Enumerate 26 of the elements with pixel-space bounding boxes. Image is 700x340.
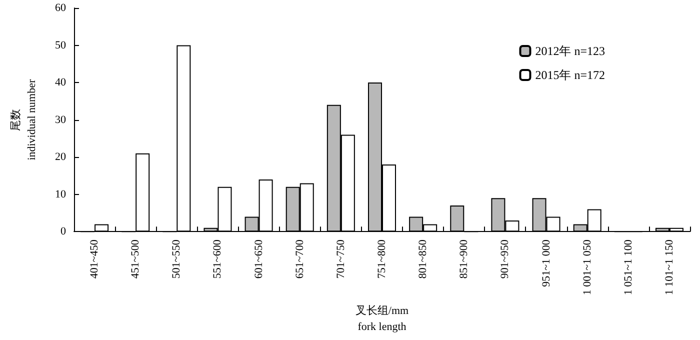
legend-label: 2012年 n=123 xyxy=(535,44,606,58)
x-tick-label: 651~700 xyxy=(294,239,306,279)
x-tick-label: 501~550 xyxy=(170,239,183,279)
x-tick-label: 951~1 000 xyxy=(540,239,552,287)
y-tick-label: 40 xyxy=(55,76,66,89)
x-tick-label: 701~750 xyxy=(334,239,347,279)
x-tick-label: 451~500 xyxy=(130,239,142,279)
y-axis-title: 尾数 individual number xyxy=(10,79,38,160)
x-tick-label: 1 001~1 050 xyxy=(581,239,594,296)
x-tick-label: 1 051~1 100 xyxy=(622,239,634,296)
x-axis-title: 叉长组/mm fork length xyxy=(355,304,410,333)
y-tick-label: 10 xyxy=(55,188,66,200)
x-tick-label: 1 101~1 150 xyxy=(663,239,676,296)
y-tick-label: 30 xyxy=(55,114,66,126)
y-tick-label: 60 xyxy=(55,2,66,14)
y-tick-label: 50 xyxy=(55,39,66,52)
x-tick-label: 901~950 xyxy=(499,239,512,279)
x-tick-label: 551~600 xyxy=(212,239,224,279)
x-tick-label: 601~650 xyxy=(252,239,265,279)
x-tick-label: 751~800 xyxy=(376,239,388,279)
x-tick-label: 801~850 xyxy=(417,239,430,279)
x-tick-label: 401~450 xyxy=(88,239,101,279)
x-tick-label: 851~900 xyxy=(458,239,470,279)
legend-label: 2015年 n=172 xyxy=(535,68,606,82)
y-tick-label: 20 xyxy=(55,151,66,164)
y-tick-label: 0 xyxy=(60,226,66,238)
